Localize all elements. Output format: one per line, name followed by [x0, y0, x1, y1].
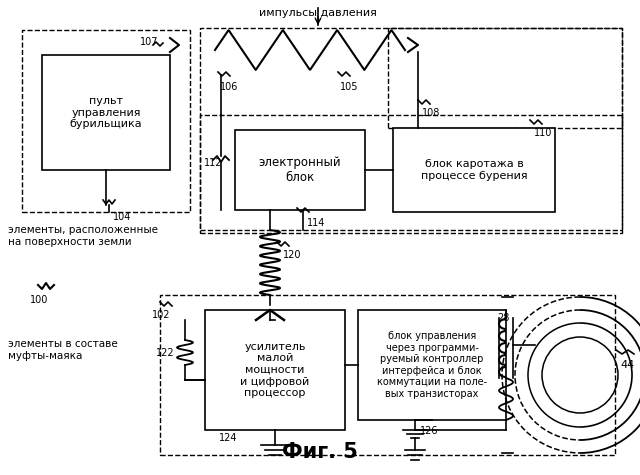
- Text: 106: 106: [220, 82, 238, 92]
- Text: 104: 104: [113, 212, 131, 222]
- Bar: [200, 28, 622, 233]
- Text: 124: 124: [219, 433, 237, 443]
- Text: 120: 120: [283, 250, 301, 260]
- Text: 102: 102: [152, 310, 170, 320]
- Text: 44: 44: [620, 360, 634, 370]
- Text: элементы в составе
муфты-маяка: элементы в составе муфты-маяка: [8, 339, 118, 361]
- Bar: [235, 130, 365, 210]
- Bar: [388, 28, 622, 128]
- Text: Фиг. 5: Фиг. 5: [282, 442, 358, 462]
- Text: импульсы давления: импульсы давления: [259, 8, 377, 18]
- Bar: [205, 310, 345, 430]
- Text: 122: 122: [156, 348, 175, 358]
- Text: 105: 105: [340, 82, 358, 92]
- Text: 112: 112: [204, 158, 223, 168]
- Bar: [42, 55, 170, 170]
- Bar: [393, 128, 555, 212]
- Text: 108: 108: [422, 108, 440, 118]
- Text: 114: 114: [307, 218, 325, 228]
- Bar: [160, 295, 615, 455]
- Bar: [358, 310, 506, 420]
- Text: элементы, расположенные
на поверхности земли: элементы, расположенные на поверхности з…: [8, 225, 158, 247]
- Text: 126: 126: [420, 426, 438, 436]
- Text: 107: 107: [140, 37, 159, 47]
- Text: усилитель
малой
мощности
и цифровой
процессор: усилитель малой мощности и цифровой проц…: [241, 342, 310, 398]
- Text: электронный
блок: электронный блок: [259, 156, 341, 184]
- Text: 110: 110: [534, 128, 552, 138]
- Bar: [22, 30, 190, 212]
- Text: 28: 28: [497, 313, 509, 323]
- Text: 100: 100: [30, 295, 49, 305]
- Text: блок каротажа в
процессе бурения: блок каротажа в процессе бурения: [420, 159, 527, 181]
- Text: блок управления
через программи-
руемый контроллер
интерфейса и блок
коммутации : блок управления через программи- руемый …: [377, 331, 487, 399]
- Bar: [200, 115, 622, 230]
- Text: пульт
управления
бурильщика: пульт управления бурильщика: [70, 96, 142, 129]
